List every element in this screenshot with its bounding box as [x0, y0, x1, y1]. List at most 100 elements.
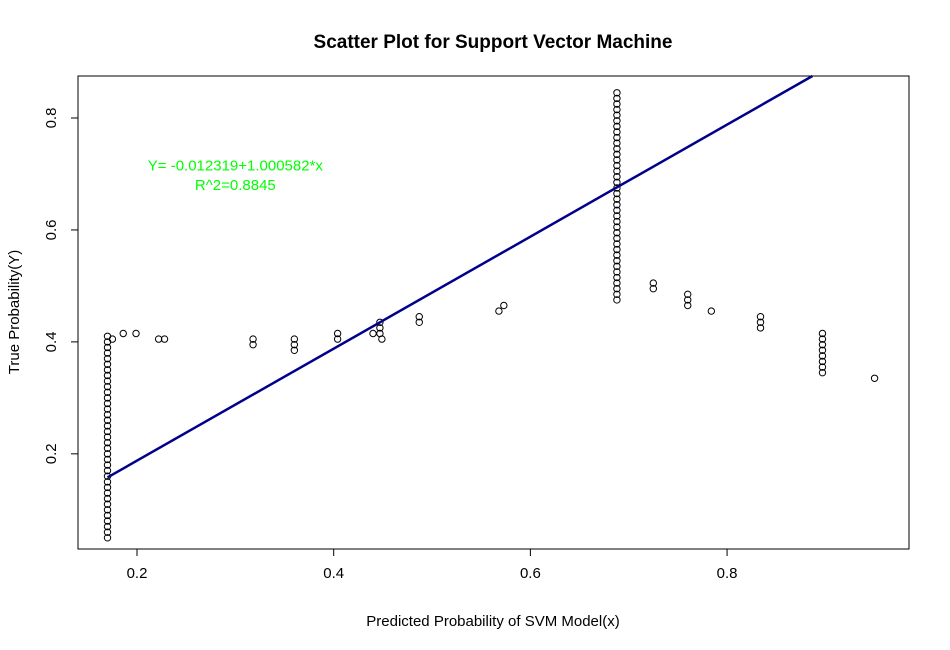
data-point	[103, 410, 112, 419]
data-point	[613, 212, 621, 220]
data-point	[103, 483, 112, 492]
data-point	[613, 279, 621, 287]
data-point	[613, 122, 621, 131]
data-point	[103, 511, 112, 520]
data-point	[415, 312, 423, 321]
data-point	[103, 371, 112, 380]
data-point	[376, 318, 384, 326]
data-point	[613, 167, 621, 175]
data-point	[613, 262, 621, 271]
data-point	[103, 349, 112, 357]
regression-line	[106, 74, 814, 479]
x-tick-label: 0.2	[127, 565, 148, 582]
data-point	[103, 388, 112, 396]
data-point	[613, 173, 621, 181]
data-point	[333, 329, 342, 338]
data-point	[613, 240, 621, 248]
data-point	[613, 94, 621, 103]
data-point	[103, 494, 112, 503]
data-point	[613, 245, 621, 254]
data-point	[613, 128, 621, 136]
data-point	[119, 329, 127, 338]
data-point	[818, 363, 827, 371]
data-point	[613, 150, 621, 159]
x-tick-label: 0.8	[717, 565, 738, 582]
data-point	[818, 368, 827, 377]
data-point	[103, 354, 112, 363]
data-point	[103, 450, 112, 458]
data-point	[613, 156, 621, 164]
data-point	[103, 422, 112, 430]
data-point	[613, 117, 621, 125]
data-point	[103, 522, 112, 531]
data-point	[613, 234, 621, 243]
data-point	[103, 528, 112, 536]
data-point	[103, 360, 112, 368]
data-point	[707, 307, 716, 315]
data-point	[613, 161, 621, 170]
data-point	[613, 257, 621, 265]
data-point	[613, 133, 621, 142]
data-point	[649, 279, 658, 287]
data-point	[103, 433, 112, 441]
data-points	[103, 89, 879, 542]
y-axis-label: True Probability(Y)	[6, 250, 23, 374]
data-point	[369, 329, 377, 338]
data-point	[818, 340, 827, 349]
data-point	[103, 438, 112, 447]
data-point	[613, 223, 621, 231]
data-point	[818, 352, 827, 360]
data-point	[613, 251, 621, 259]
x-tick-label: 0.6	[520, 565, 541, 582]
data-point	[613, 296, 621, 304]
regression-line-layer	[106, 74, 814, 479]
data-point	[613, 195, 621, 203]
data-point	[103, 382, 112, 391]
data-point	[613, 89, 621, 97]
data-point	[415, 318, 423, 326]
data-point	[103, 455, 112, 464]
data-point	[613, 100, 621, 108]
data-point	[103, 506, 112, 514]
data-point	[756, 318, 765, 326]
data-point	[684, 301, 692, 310]
data-point	[103, 399, 112, 408]
data-point	[103, 416, 112, 424]
data-point	[160, 335, 169, 343]
plot-frame	[77, 75, 910, 550]
data-point	[870, 374, 879, 382]
y-tick-label: 0.6	[43, 220, 60, 241]
data-point	[613, 229, 621, 237]
data-point	[290, 346, 299, 354]
data-point	[818, 346, 827, 354]
chart-title: Scatter Plot for Support Vector Machine	[314, 32, 673, 53]
data-point	[249, 340, 257, 349]
data-point	[290, 340, 299, 349]
y-tick-label: 0.4	[43, 331, 60, 352]
data-point	[103, 500, 112, 508]
y-axis: 0.2 0.4 0.6 0.8	[43, 108, 79, 464]
r-squared-label: R^2=0.8845	[195, 177, 276, 194]
regression-equation: Y= -0.012319+1.000582*x	[148, 158, 324, 175]
data-point	[613, 273, 621, 282]
data-point	[249, 335, 257, 343]
data-point	[108, 335, 117, 343]
data-point	[290, 335, 299, 343]
data-point	[756, 312, 765, 321]
data-point	[376, 324, 384, 332]
data-point	[613, 111, 621, 119]
data-point	[103, 444, 112, 452]
data-point	[103, 466, 112, 475]
data-point	[500, 301, 508, 310]
data-point	[103, 461, 112, 469]
data-point	[818, 357, 827, 366]
data-point	[613, 290, 621, 299]
data-point	[613, 217, 621, 226]
data-point	[103, 489, 112, 497]
data-point	[103, 478, 112, 486]
x-axis-label: Predicted Probability of SVM Model(x)	[366, 613, 619, 630]
data-point	[103, 427, 112, 436]
data-point	[613, 206, 621, 215]
data-point	[495, 307, 503, 315]
x-tick-label: 0.4	[323, 565, 344, 582]
